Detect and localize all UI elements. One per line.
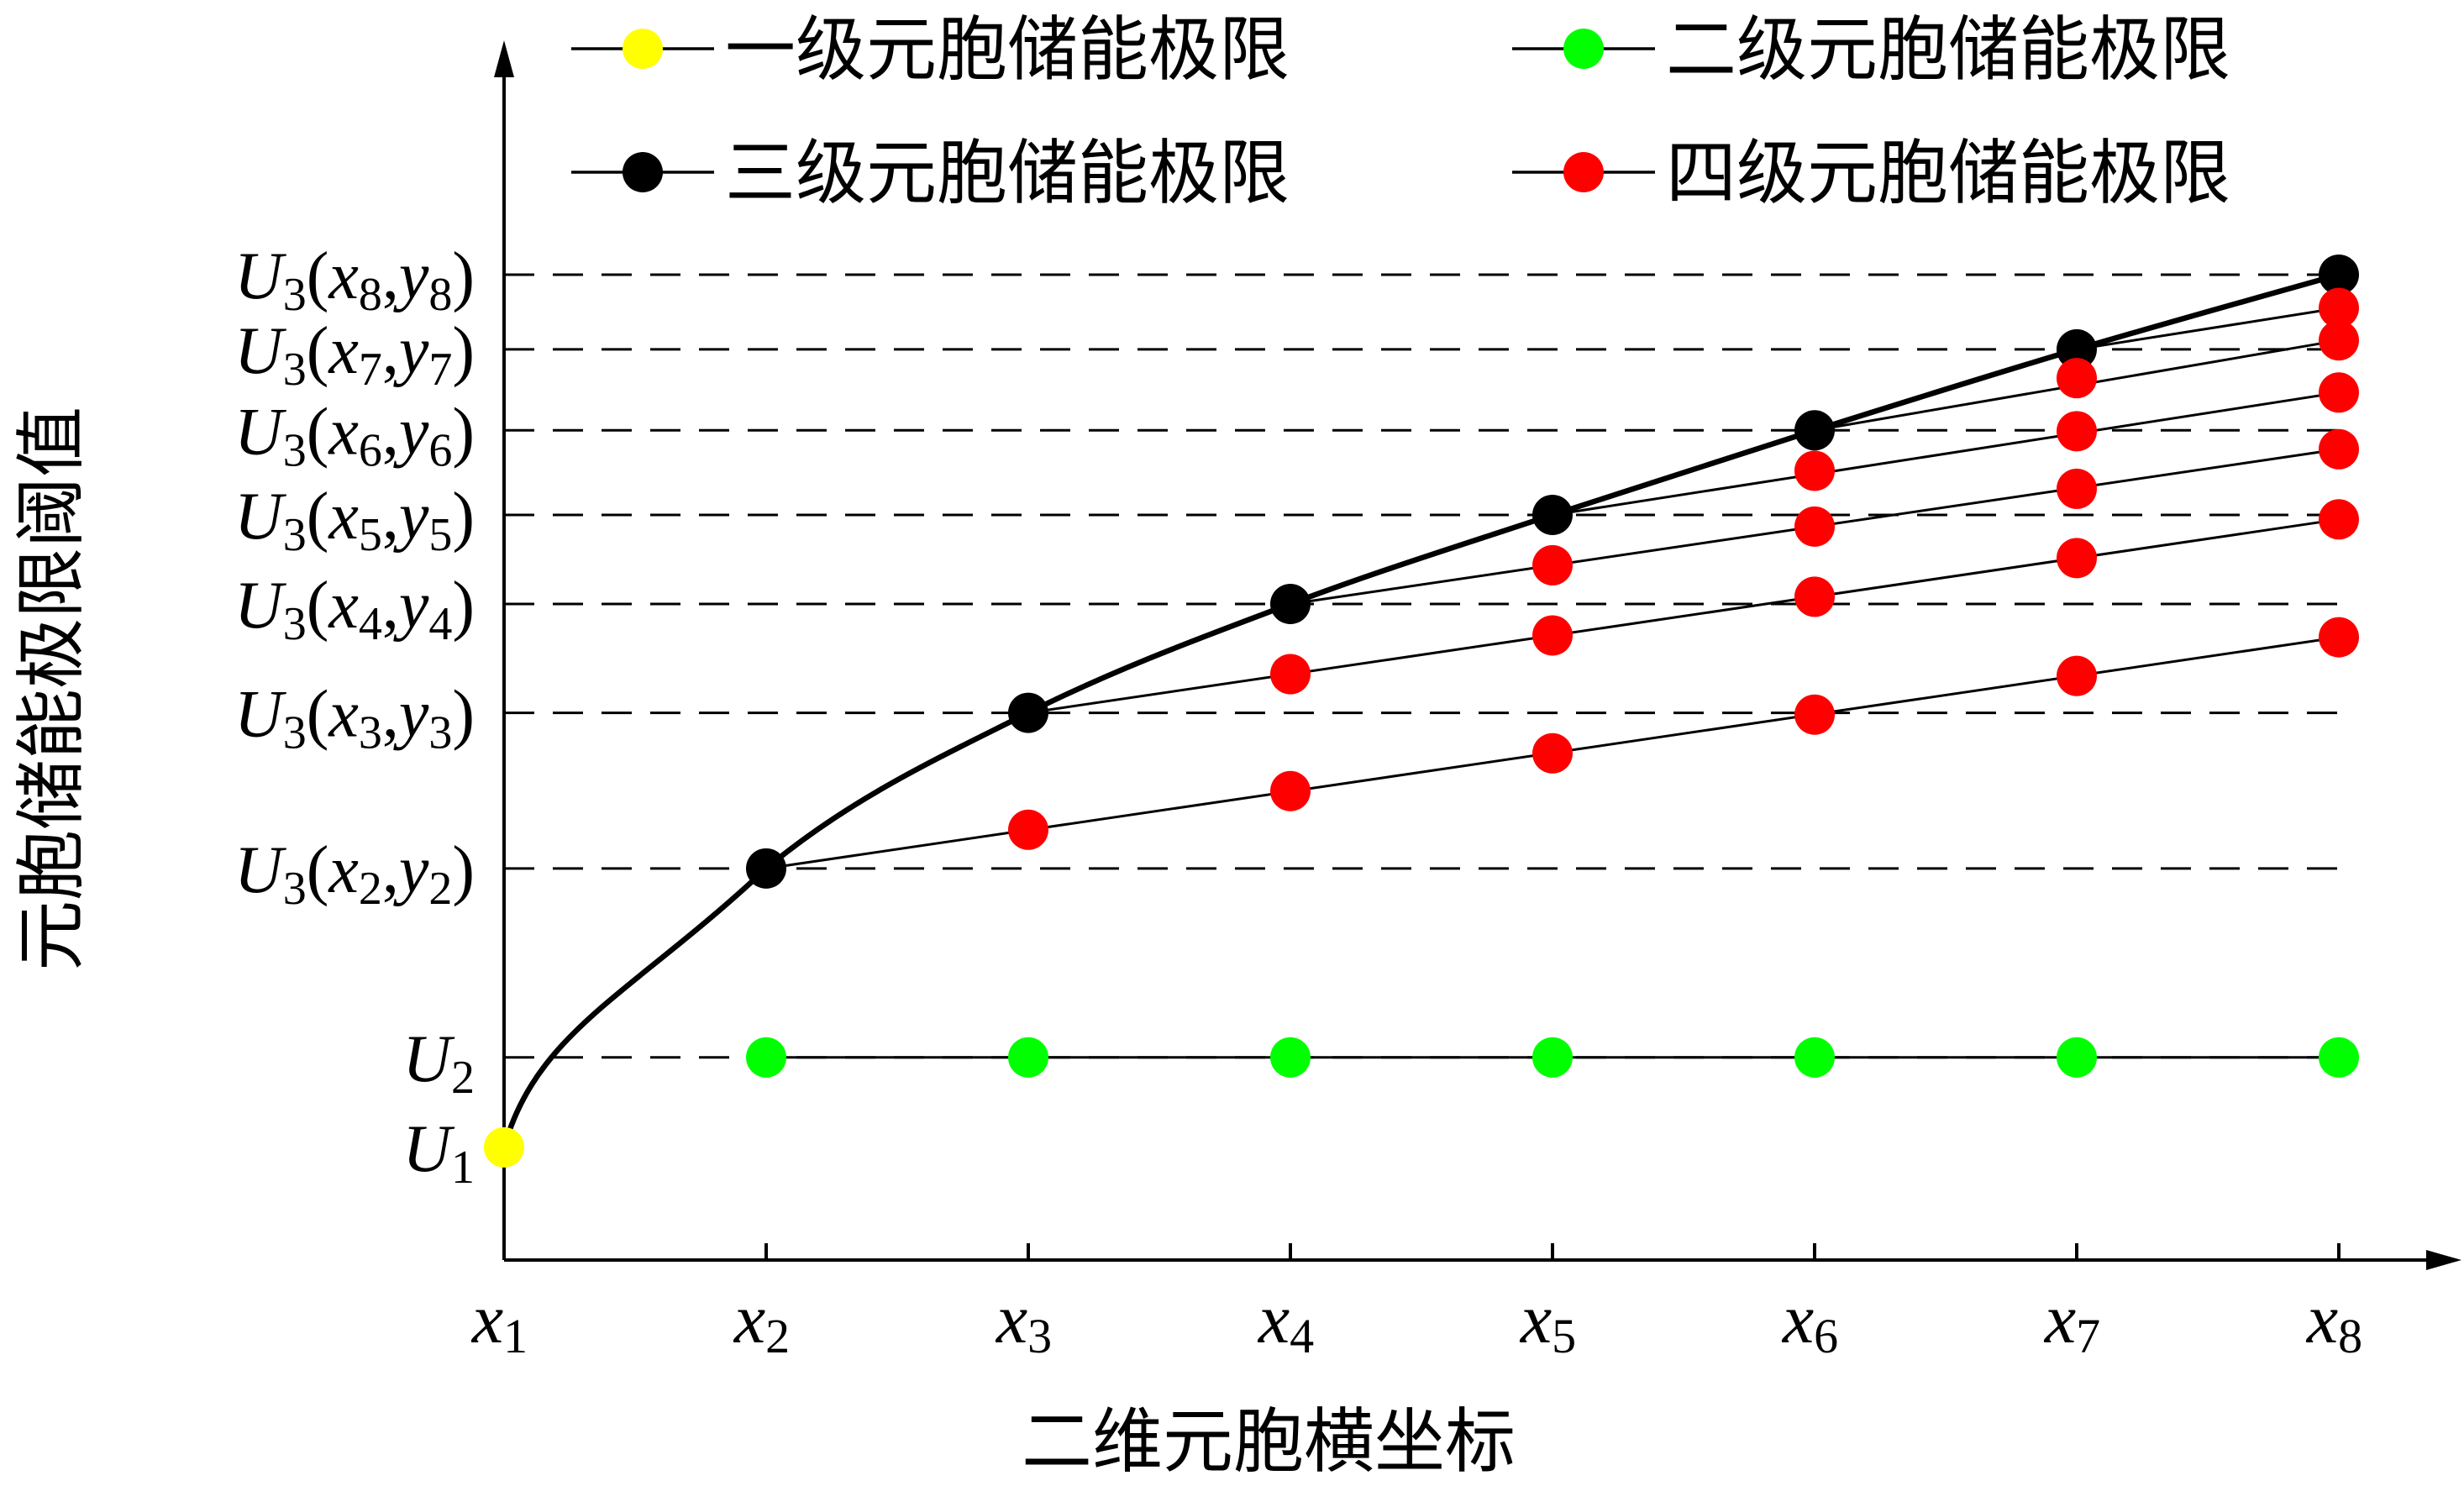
data-point (2057, 358, 2097, 399)
envelope-curve (501, 271, 2340, 1148)
data-point (1008, 1037, 1048, 1078)
data-point (2319, 428, 2359, 470)
data-point (2319, 255, 2359, 295)
legend-marker (623, 29, 663, 69)
x-tick-label: x6 (1781, 1280, 1838, 1363)
x-tick-label: x3 (995, 1280, 1052, 1363)
connector-line (2076, 307, 2340, 351)
data-point (2057, 1037, 2097, 1078)
legend-marker (1563, 29, 1604, 69)
data-point (2057, 411, 2097, 452)
data-point (1008, 809, 1048, 850)
threshold-dash-lines (504, 273, 2339, 1059)
y-tick-label: U3(x7,y7) (234, 314, 475, 396)
y-axis-arrow (494, 40, 514, 77)
x-axis-arrow (2426, 1250, 2461, 1270)
y-tick-label: U1 (402, 1112, 475, 1194)
x-tick-label: x2 (733, 1280, 790, 1363)
data-point (1794, 410, 1835, 451)
data-point (1532, 1037, 1573, 1078)
y-tick-label: U3(x6,y6) (234, 395, 475, 476)
x-axis-title: 二维元胞横坐标 (1022, 1400, 1516, 1483)
x-tick-label: x8 (2305, 1280, 2362, 1363)
y-tick-label: U3(x5,y5) (234, 480, 475, 561)
data-point (1532, 494, 1573, 535)
axes (494, 40, 2461, 1270)
data-point (1794, 450, 1835, 491)
data-point (1532, 732, 1573, 774)
data-point (1270, 583, 1311, 624)
data-point (1794, 576, 1835, 617)
connector-line (1552, 391, 2340, 517)
data-point (1270, 654, 1311, 695)
legend-item: 一级元胞储能极限 (571, 8, 1290, 91)
legend-marker (623, 152, 663, 192)
data-point (2057, 655, 2097, 696)
legend-label: 三级元胞储能极限 (725, 132, 1290, 214)
connector-lines (765, 307, 2340, 1059)
legend-item: 三级元胞储能极限 (571, 132, 1290, 214)
legend-label: 二级元胞储能极限 (1666, 8, 2230, 91)
data-point (484, 1126, 524, 1168)
x-tick-label: x7 (2043, 1280, 2100, 1363)
data-point (1532, 544, 1573, 585)
legend-label: 一级元胞储能极限 (725, 8, 1290, 91)
envelope-curve-path (501, 271, 2340, 1148)
data-point (1794, 506, 1835, 547)
legend-marker (1563, 152, 1604, 192)
y-tick-label: U3(x8,y8) (234, 239, 475, 321)
y-tick-label: U2 (402, 1022, 475, 1104)
data-point (1270, 770, 1311, 811)
data-point (2319, 617, 2359, 658)
x-tick-label: x4 (1257, 1280, 1314, 1363)
y-tick-label: U3(x4,y4) (234, 569, 475, 650)
connector-line (1027, 517, 2340, 715)
data-points (484, 255, 2359, 1168)
data-point (1270, 1037, 1311, 1078)
data-point (2319, 287, 2359, 328)
y-axis-title: 元胞储能极限阈值 (10, 407, 92, 971)
data-point (1794, 694, 1835, 735)
y-tick-label: U3(x2,y2) (234, 833, 475, 915)
x-tick-label: x1 (470, 1280, 528, 1363)
y-tick-label: U3(x3,y3) (234, 678, 475, 759)
data-point (746, 1037, 786, 1078)
data-point (2057, 468, 2097, 509)
data-point (1794, 1037, 1835, 1078)
data-point (2319, 320, 2359, 361)
x-tick-labels: x1 x2 x3 x4 x5 x6 x7 x8 (470, 1280, 2362, 1363)
legend-item: 四级元胞储能极限 (1512, 132, 2230, 214)
x-tick-label: x5 (1519, 1280, 1576, 1363)
data-point (1008, 692, 1048, 733)
legend-label: 四级元胞储能极限 (1666, 132, 2230, 214)
data-point (2319, 372, 2359, 413)
data-point (1532, 615, 1573, 656)
data-point (2319, 1037, 2359, 1078)
data-point (2057, 538, 2097, 579)
data-point (746, 848, 786, 889)
data-point (2319, 499, 2359, 540)
legend-item: 二级元胞储能极限 (1512, 8, 2230, 91)
data-point (2057, 328, 2097, 370)
